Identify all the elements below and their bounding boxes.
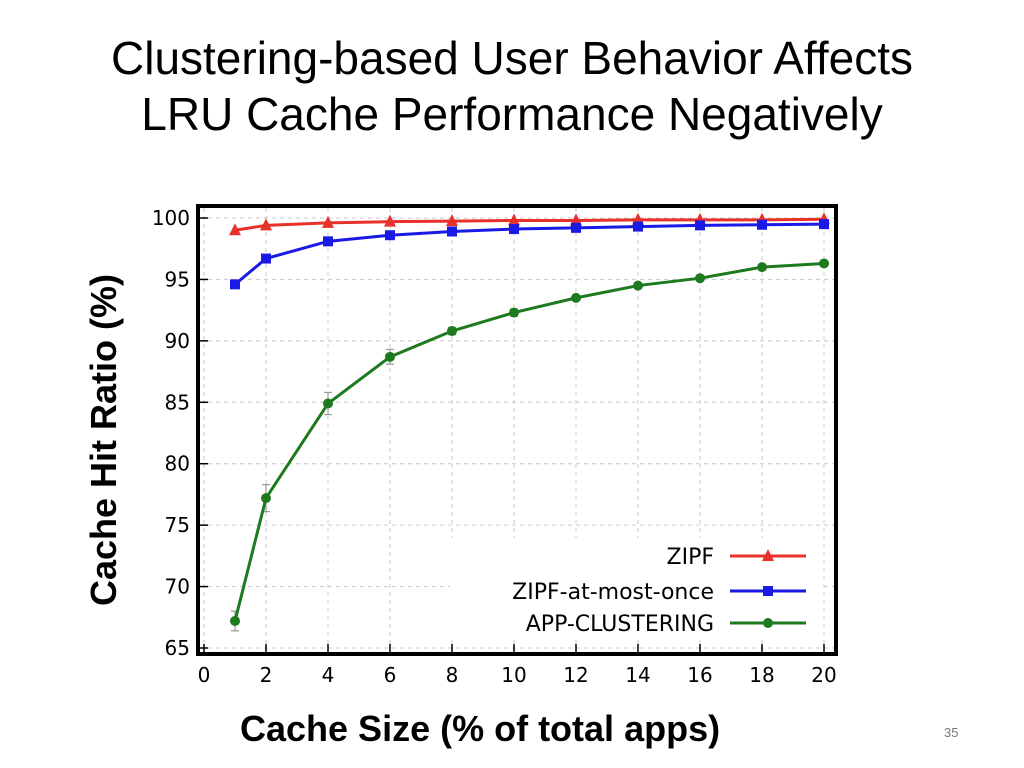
x-tick-label: 10: [501, 663, 526, 687]
data-point: [633, 280, 643, 291]
x-tick-label: 0: [198, 663, 211, 687]
x-tick-label: 20: [811, 663, 836, 687]
data-point: [260, 218, 272, 231]
y-axis-label: Cache Hit Ratio (%): [83, 273, 124, 607]
x-tick-label: 16: [687, 663, 712, 687]
data-point: [384, 214, 396, 227]
legend: ZIPF ZIPF-at-most-once APP-CLUSTERING: [450, 538, 820, 638]
data-point: [447, 326, 457, 337]
data-point: [508, 213, 520, 226]
data-point: [757, 262, 767, 273]
data-point: [633, 221, 643, 232]
title-line-1: Clustering-based User Behavior Affects: [111, 32, 913, 84]
y-tick-label: 75: [165, 513, 190, 537]
x-tick-label: 14: [625, 663, 650, 687]
slide-title: Clustering-based User Behavior Affects L…: [0, 30, 1024, 142]
title-line-2: LRU Cache Performance Negatively: [141, 88, 883, 140]
x-tick-label: 8: [446, 663, 459, 687]
plot-frame: [196, 204, 838, 656]
axis-ticks: 0 2 4 6 8 10 12 14 16 18 20 65 70 75 80 85 90 95 100: [152, 206, 837, 687]
legend-label: ZIPF: [667, 545, 714, 570]
series-line: [234, 222, 825, 286]
data-point: [261, 493, 271, 504]
data-point: [571, 222, 581, 233]
data-point: [819, 258, 829, 269]
series: [229, 212, 830, 632]
data-point: [819, 219, 829, 230]
y-tick-label: 95: [165, 267, 190, 291]
data-point: [695, 273, 705, 284]
y-tick-label: 100: [152, 206, 190, 230]
legend-label: APP-CLUSTERING: [526, 612, 714, 637]
x-tick-label: 2: [260, 663, 273, 687]
data-point: [322, 215, 334, 228]
series-zipf: [229, 212, 830, 236]
x-tick-label: 6: [384, 663, 397, 687]
data-point: [509, 224, 519, 235]
data-point: [229, 223, 241, 236]
data-point: [757, 219, 767, 230]
data-point: [230, 615, 240, 626]
y-tick-label: 70: [165, 575, 190, 599]
page-number: 35: [944, 725, 959, 740]
data-point: [261, 253, 271, 264]
x-tick-label: 4: [322, 663, 335, 687]
data-point: [323, 398, 333, 409]
legend-marker: [762, 549, 774, 561]
data-point: [571, 292, 581, 303]
data-point: [447, 226, 457, 237]
data-point: [509, 307, 519, 318]
data-point: [323, 236, 333, 247]
data-point: [385, 230, 395, 241]
legend-label: ZIPF-at-most-once: [512, 580, 714, 605]
legend-marker: [763, 586, 773, 596]
data-point: [230, 279, 240, 290]
x-tick-label: 12: [563, 663, 588, 687]
y-tick-label: 65: [165, 636, 190, 660]
data-point: [695, 220, 705, 231]
data-point: [446, 214, 458, 227]
series-zipf-at-most-once: [230, 219, 829, 290]
y-tick-label: 85: [165, 390, 190, 414]
data-point: [570, 213, 582, 226]
x-axis-label: Cache Size (% of total apps): [240, 708, 721, 749]
data-point: [385, 351, 395, 362]
y-tick-label: 80: [165, 452, 190, 476]
y-tick-label: 90: [165, 329, 190, 353]
series-app-clustering: [230, 258, 829, 632]
x-tick-label: 18: [749, 663, 774, 687]
legend-marker: [763, 618, 773, 628]
